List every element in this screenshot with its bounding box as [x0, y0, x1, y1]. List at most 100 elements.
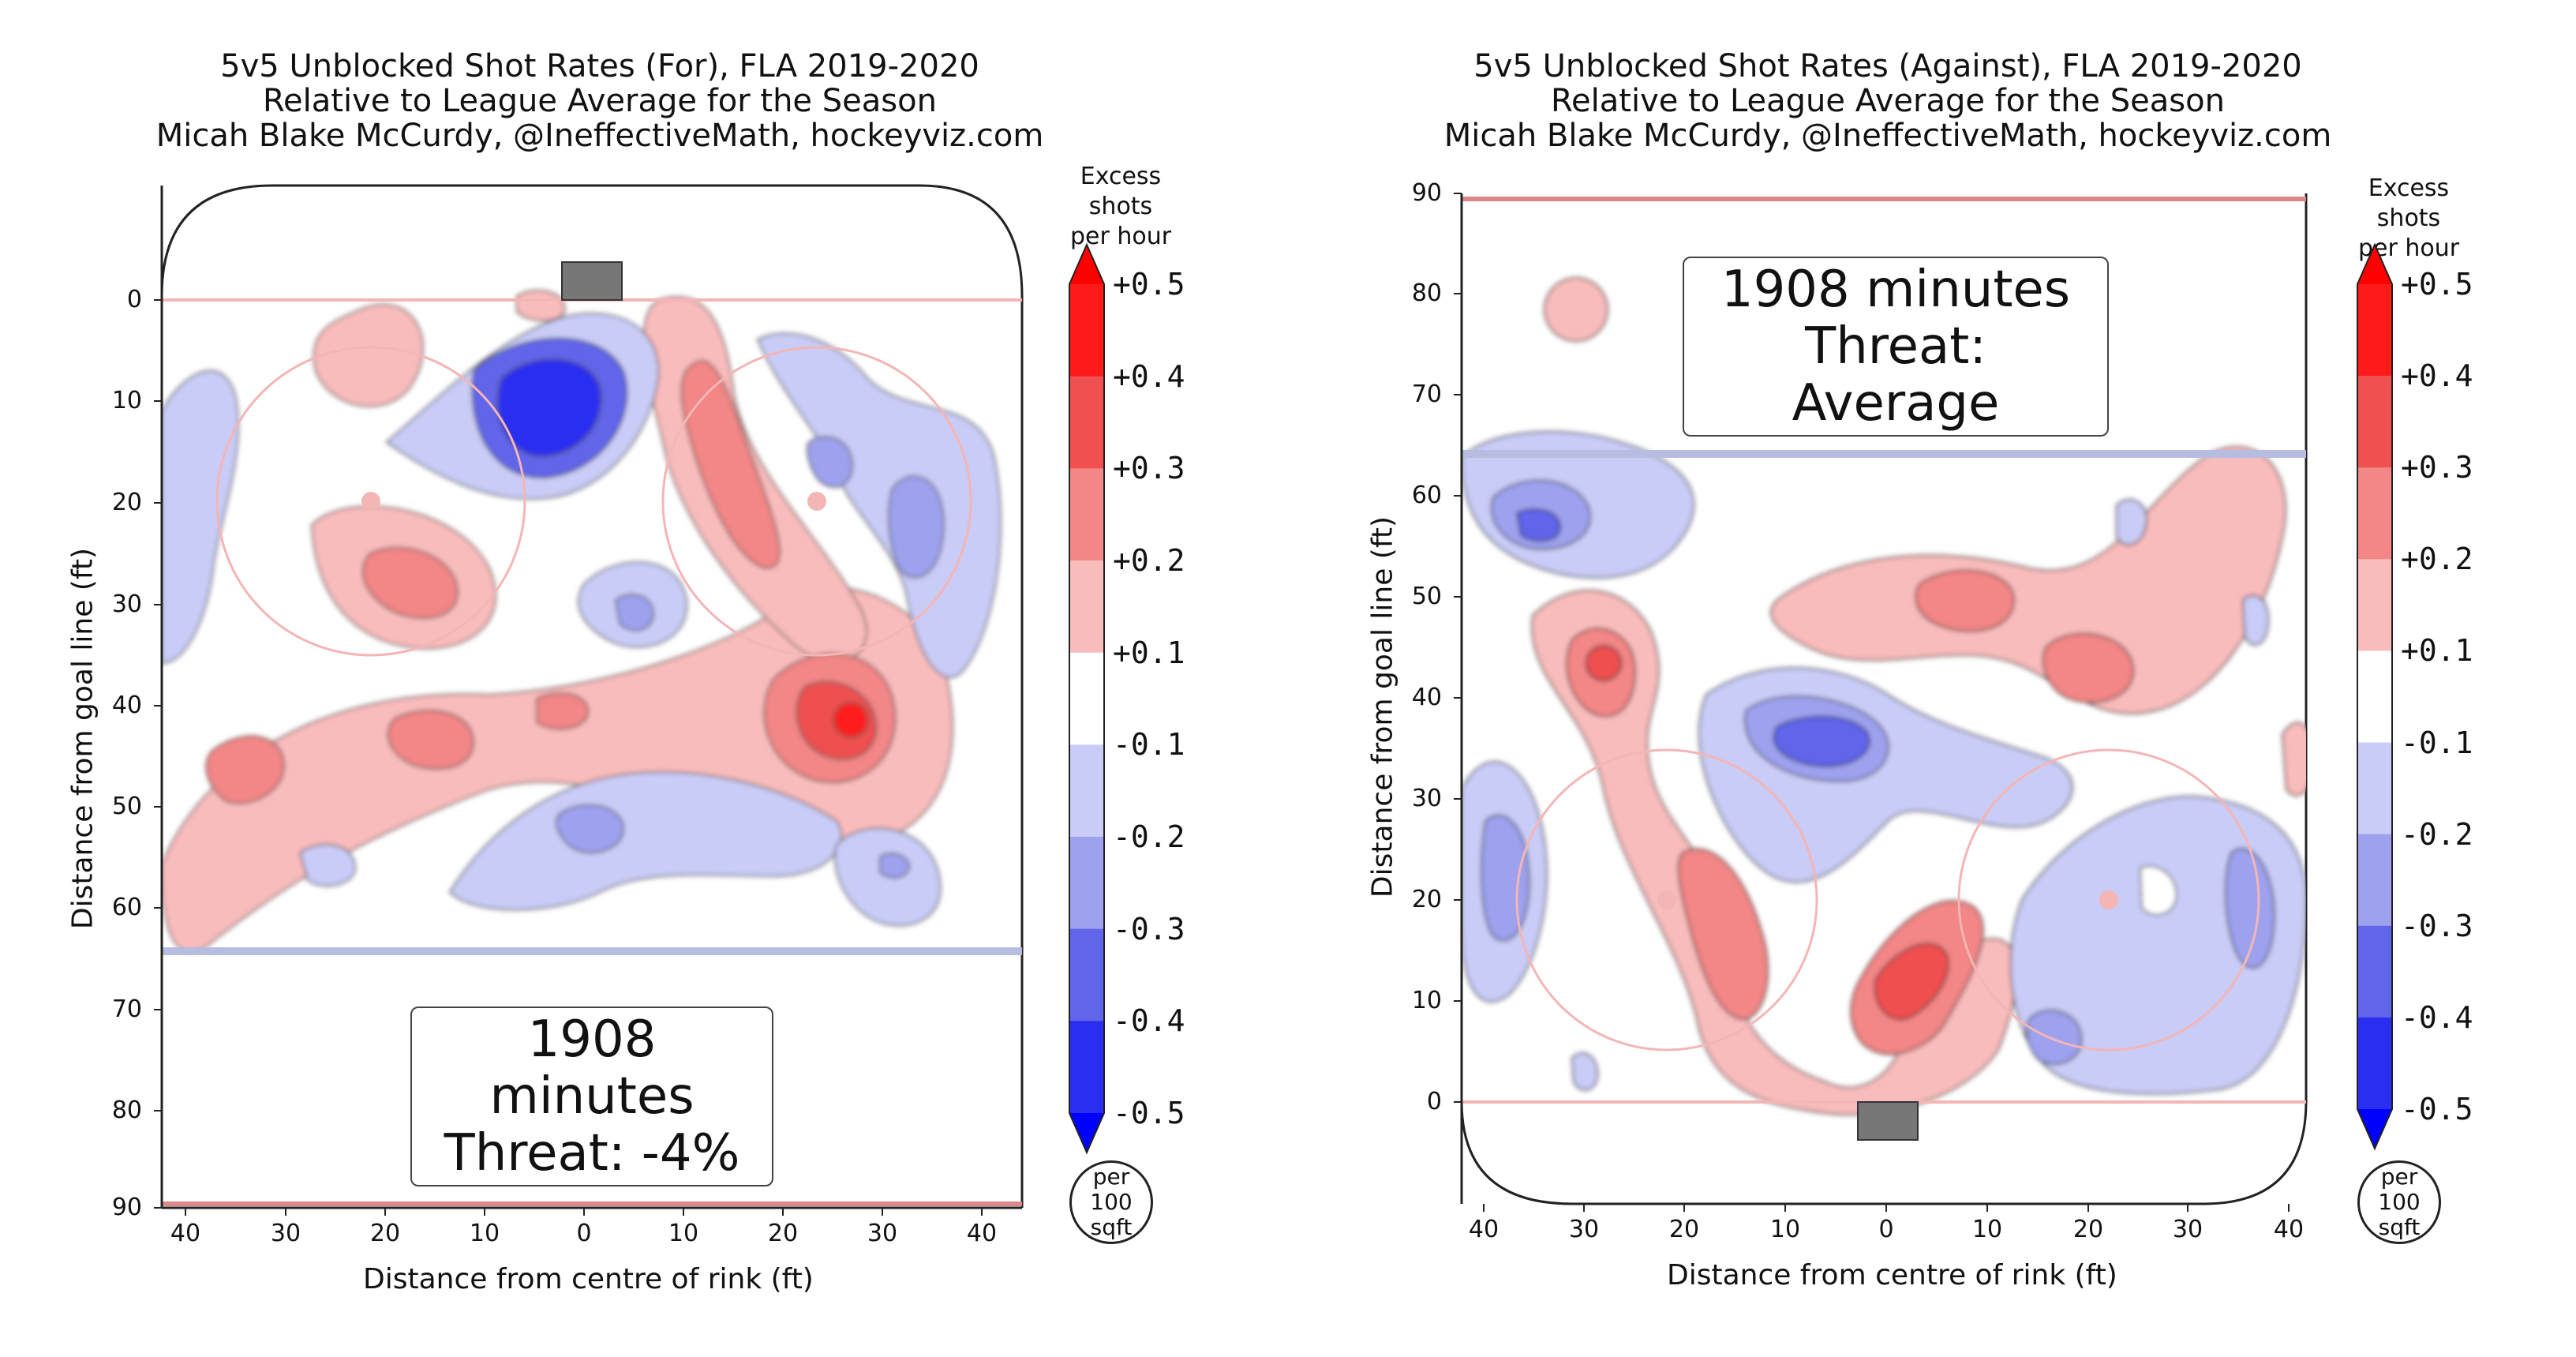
colorbar-tick-label: -0.4 — [1113, 1003, 1185, 1039]
colorbar-tick-label: +0.5 — [1113, 267, 1185, 302]
contour-region — [2281, 722, 2306, 797]
colorbar-tick-label: +0.1 — [1113, 635, 1185, 670]
chart-title: 5v5 Unblocked Shot Rates (For), FLA 2019… — [220, 48, 979, 84]
axis-ticks — [154, 299, 983, 1216]
contour-region — [387, 710, 475, 770]
x-tick-label: 0 — [1878, 1216, 1894, 1243]
axis-ticks — [1454, 193, 2290, 1212]
colorbar-segment — [2357, 650, 2392, 744]
y-tick-label: 40 — [1411, 684, 1442, 711]
y-tick-label: 30 — [1411, 785, 1442, 812]
x-tick-label: 30 — [1568, 1216, 1600, 1243]
contour-region — [2116, 498, 2148, 546]
y-tick-label: 10 — [1411, 987, 1442, 1014]
chart-title-block: 5v5 Unblocked Shot Rates (For), FLA 2019… — [95, 49, 1105, 153]
colorbar-tick-label: +0.3 — [2401, 450, 2473, 485]
colorbar-segment — [1069, 376, 1104, 470]
colorbar-extend-min — [2357, 1109, 2392, 1149]
x-tick-label: 40 — [966, 1220, 998, 1247]
colorbar-tick-label: -0.1 — [2401, 725, 2473, 760]
colorbar-tick-label: -0.3 — [2401, 908, 2473, 943]
colorbar-segment — [2357, 467, 2392, 560]
chart-credit: Micah Blake McCurdy, @IneffectiveMath, h… — [155, 118, 1044, 154]
x-tick-label: 10 — [469, 1220, 500, 1247]
contour-region — [888, 475, 945, 579]
y-tick-label: 50 — [1411, 583, 1442, 610]
x-tick-label: 30 — [2172, 1216, 2203, 1243]
x-tick-label: 40 — [170, 1220, 201, 1247]
colorbar-segment — [2357, 284, 2392, 377]
colorbar-segment — [2357, 376, 2392, 469]
y-tick-label: 0 — [1426, 1088, 1442, 1115]
chart-title: 5v5 Unblocked Shot Rates (Against), FLA … — [1473, 48, 2302, 84]
contour-region — [162, 587, 953, 952]
colorbar-tick-label: +0.3 — [1113, 451, 1185, 486]
chart-subtitle: Relative to League Average for the Seaso… — [1551, 83, 2225, 119]
x-tick-label: 10 — [1769, 1216, 1801, 1243]
chart-panel-for: 5v5 Unblocked Shot Rates (For), FLA 2019… — [67, 49, 1185, 1295]
colorbar-tick-label: -0.2 — [1113, 819, 1185, 854]
contour-region — [1544, 277, 1608, 342]
y-tick-label: 40 — [111, 692, 142, 719]
y-tick-label: 70 — [1411, 380, 1442, 408]
chart-title-block: 5v5 Unblocked Shot Rates (Against), FLA … — [1383, 49, 2393, 153]
contour-region — [1770, 446, 2286, 715]
contour-region — [1677, 848, 1769, 1021]
chart-subtitle: Relative to League Average for the Seaso… — [263, 83, 937, 119]
contour-region — [879, 853, 911, 879]
x-tick-label: 20 — [2072, 1216, 2104, 1243]
colorbar-segment — [2357, 1017, 2392, 1110]
contour-region — [496, 358, 602, 458]
x-tick-label: 0 — [576, 1220, 592, 1247]
contour-region — [680, 360, 781, 570]
colorbar-tick-label: +0.2 — [2401, 542, 2473, 577]
contour-region — [833, 702, 869, 738]
contour-region — [313, 303, 424, 407]
threat-text: Threat: -4% — [444, 1124, 740, 1183]
y-tick-label: 70 — [111, 995, 142, 1023]
x-axis-label: Distance from centre of rink (ft) — [363, 1263, 814, 1295]
y-tick-label: 0 — [126, 286, 142, 313]
colorbar-segment — [2357, 742, 2392, 835]
contour-region — [1773, 715, 1870, 767]
contour-region — [536, 692, 590, 730]
y-tick-label: 10 — [111, 387, 142, 414]
minutes-text: 1908 minutes — [489, 1010, 695, 1126]
contour-region — [1586, 645, 1622, 681]
colorbar-segment — [1069, 652, 1104, 746]
colorbar-segment — [1069, 837, 1104, 930]
colorbar-tick-label: +0.2 — [1113, 543, 1185, 578]
goal-net — [1857, 1101, 1919, 1141]
x-tick-label: 10 — [1971, 1216, 2003, 1243]
x-axis-label: Distance from centre of rink (ft) — [1667, 1259, 2117, 1291]
y-tick-label: 80 — [111, 1096, 142, 1124]
contour-region — [2139, 865, 2177, 916]
x-tick-label: 10 — [668, 1220, 699, 1247]
contour-region — [361, 546, 459, 620]
unit-circle: per 100 sqft — [2357, 1160, 2441, 1244]
contour-region — [1915, 569, 2016, 632]
contour-region — [807, 436, 854, 488]
minutes-annotation: 1908 minutes Threat: Average — [1683, 257, 2109, 437]
heatmap-contours — [162, 289, 1002, 952]
chart-panel-against: 5v5 Unblocked Shot Rates (Against), FLA … — [1288, 0, 2576, 1357]
contour-region — [2042, 632, 2135, 703]
threat-text: Threat: Average — [1792, 317, 2000, 433]
plot-area — [1454, 193, 2308, 1212]
colorbar-tick-label: -0.3 — [1113, 911, 1185, 947]
contour-region — [298, 843, 357, 887]
y-tick-label: 50 — [111, 793, 142, 820]
x-tick-label: 30 — [270, 1220, 301, 1247]
colorbar-segment — [1069, 928, 1104, 1022]
colorbar-outline — [1069, 242, 1105, 1155]
chart-credit: Micah Blake McCurdy, @IneffectiveMath, h… — [1443, 118, 2332, 154]
minutes-annotation: 1908 minutes Threat: -4% — [410, 1007, 773, 1186]
colorbar — [2357, 242, 2393, 1151]
contour-region — [555, 804, 625, 854]
colorbar-segment — [2357, 559, 2392, 652]
contour-region — [2224, 847, 2276, 969]
y-tick-label: 30 — [111, 590, 142, 618]
colorbar-segment — [2357, 925, 2392, 1018]
x-tick-label: 20 — [1668, 1216, 1700, 1243]
colorbar-segment — [2357, 834, 2392, 927]
